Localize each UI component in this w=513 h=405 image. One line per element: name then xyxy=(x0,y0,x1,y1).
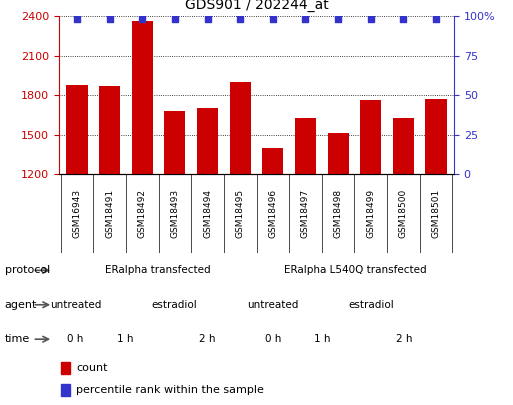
Text: GSM18498: GSM18498 xyxy=(333,189,343,238)
Text: GSM18496: GSM18496 xyxy=(268,189,278,238)
Bar xyxy=(66,85,88,332)
Bar xyxy=(262,148,283,332)
Bar xyxy=(132,21,153,332)
Text: GSM18499: GSM18499 xyxy=(366,189,375,238)
Text: 2 h: 2 h xyxy=(397,334,413,344)
Text: ERalpha transfected: ERalpha transfected xyxy=(105,265,210,275)
Text: GSM18494: GSM18494 xyxy=(203,189,212,238)
Text: GSM18491: GSM18491 xyxy=(105,189,114,238)
Point xyxy=(73,16,81,23)
Text: estradiol: estradiol xyxy=(151,300,197,310)
Point xyxy=(399,16,407,23)
Bar xyxy=(360,100,381,332)
Bar xyxy=(197,108,218,332)
Text: 0 h: 0 h xyxy=(67,334,84,344)
Text: GSM18495: GSM18495 xyxy=(235,189,245,238)
Text: time: time xyxy=(5,334,30,344)
Text: estradiol: estradiol xyxy=(349,300,394,310)
Bar xyxy=(327,133,349,332)
Text: untreated: untreated xyxy=(50,300,101,310)
Text: 0 h: 0 h xyxy=(265,334,281,344)
Bar xyxy=(295,117,316,332)
Text: count: count xyxy=(76,363,107,373)
Point xyxy=(269,16,277,23)
Text: ERalpha L540Q transfected: ERalpha L540Q transfected xyxy=(284,265,427,275)
Text: agent: agent xyxy=(5,300,37,310)
Point xyxy=(106,16,114,23)
Text: untreated: untreated xyxy=(247,300,299,310)
Text: GSM18501: GSM18501 xyxy=(431,189,441,238)
Title: GDS901 / 202244_at: GDS901 / 202244_at xyxy=(185,0,328,13)
Point xyxy=(138,16,146,23)
Text: 1 h: 1 h xyxy=(116,334,133,344)
Text: protocol: protocol xyxy=(5,265,50,275)
Point xyxy=(301,16,309,23)
Bar xyxy=(99,86,120,332)
Text: 2 h: 2 h xyxy=(199,334,215,344)
Text: GSM18500: GSM18500 xyxy=(399,189,408,238)
Point xyxy=(367,16,375,23)
Text: 1 h: 1 h xyxy=(314,334,330,344)
Text: GSM18492: GSM18492 xyxy=(138,189,147,238)
Point xyxy=(204,16,212,23)
Text: GSM18493: GSM18493 xyxy=(170,189,180,238)
Bar xyxy=(164,111,186,332)
Bar xyxy=(425,99,447,332)
Point xyxy=(236,16,244,23)
Bar xyxy=(61,384,70,396)
Point xyxy=(334,16,342,23)
Text: percentile rank within the sample: percentile rank within the sample xyxy=(76,385,264,395)
Bar xyxy=(61,362,70,374)
Text: GSM16943: GSM16943 xyxy=(72,189,82,238)
Point xyxy=(432,16,440,23)
Point xyxy=(171,16,179,23)
Bar xyxy=(393,117,414,332)
Text: GSM18497: GSM18497 xyxy=(301,189,310,238)
Bar xyxy=(229,82,251,332)
